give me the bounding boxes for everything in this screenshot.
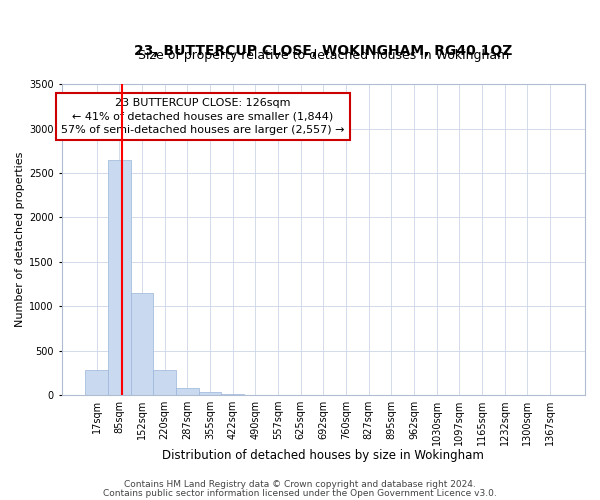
Y-axis label: Number of detached properties: Number of detached properties [15, 152, 25, 328]
X-axis label: Distribution of detached houses by size in Wokingham: Distribution of detached houses by size … [163, 450, 484, 462]
Bar [85, 370, 108, 395]
Bar [108, 160, 131, 395]
Text: Contains HM Land Registry data © Crown copyright and database right 2024.: Contains HM Land Registry data © Crown c… [124, 480, 476, 489]
Text: 23, BUTTERCUP CLOSE, WOKINGHAM, RG40 1QZ: 23, BUTTERCUP CLOSE, WOKINGHAM, RG40 1QZ [134, 44, 512, 58]
Bar [221, 394, 244, 395]
Bar [131, 293, 154, 395]
Bar [176, 388, 199, 395]
Title: Size of property relative to detached houses in Wokingham: Size of property relative to detached ho… [137, 49, 509, 62]
Text: 23 BUTTERCUP CLOSE: 126sqm
← 41% of detached houses are smaller (1,844)
57% of s: 23 BUTTERCUP CLOSE: 126sqm ← 41% of deta… [61, 98, 344, 134]
Text: Contains public sector information licensed under the Open Government Licence v3: Contains public sector information licen… [103, 489, 497, 498]
Bar [154, 370, 176, 395]
Bar [199, 392, 221, 395]
